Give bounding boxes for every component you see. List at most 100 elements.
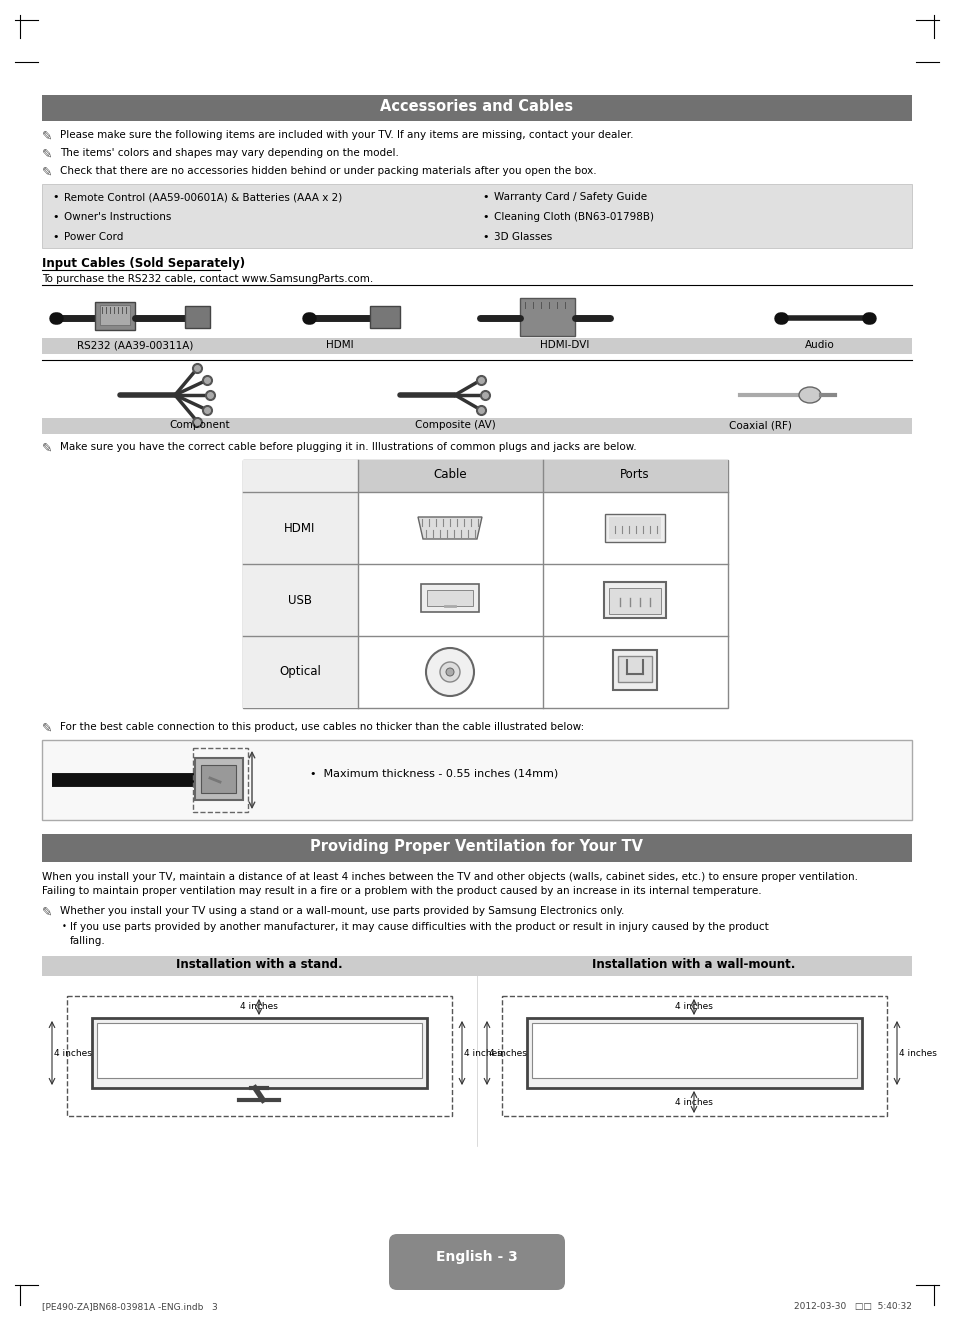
- Text: Owner's Instructions: Owner's Instructions: [64, 211, 172, 222]
- Text: Cable: Cable: [433, 468, 466, 481]
- Bar: [243, 460, 727, 708]
- Bar: [243, 564, 357, 635]
- Bar: [501, 996, 886, 1116]
- Text: 4 inches: 4 inches: [463, 1049, 501, 1058]
- Bar: [193, 748, 248, 812]
- Text: Remote Control (AA59-00601A) & Batteries (AAA x 2): Remote Control (AA59-00601A) & Batteries…: [64, 192, 342, 202]
- Bar: [100, 305, 130, 325]
- Text: RS232 (AA39-00311A): RS232 (AA39-00311A): [77, 339, 193, 350]
- Text: 4 inches: 4 inches: [675, 1003, 712, 1011]
- Polygon shape: [417, 517, 481, 539]
- Text: English - 3: English - 3: [436, 1250, 517, 1264]
- Text: •: •: [481, 211, 488, 222]
- Text: Providing Proper Ventilation for Your TV: Providing Proper Ventilation for Your TV: [310, 839, 643, 853]
- Bar: [42, 95, 911, 122]
- Text: Installation with a wall-mount.: Installation with a wall-mount.: [592, 958, 795, 971]
- Text: 3D Glasses: 3D Glasses: [494, 232, 552, 242]
- Bar: [618, 657, 651, 682]
- Text: Ports: Ports: [619, 468, 649, 481]
- Bar: [42, 184, 911, 248]
- Ellipse shape: [799, 387, 821, 403]
- Bar: [201, 765, 235, 793]
- Text: ✎: ✎: [42, 723, 52, 734]
- Bar: [97, 1022, 421, 1078]
- Text: •: •: [52, 232, 58, 242]
- Text: To purchase the RS232 cable, contact www.SamsungParts.com.: To purchase the RS232 cable, contact www…: [42, 273, 373, 284]
- Text: HDMI: HDMI: [284, 522, 315, 535]
- Bar: [476, 956, 911, 976]
- Bar: [604, 514, 664, 542]
- Bar: [613, 650, 657, 690]
- Bar: [357, 460, 542, 491]
- Bar: [185, 306, 210, 328]
- Bar: [542, 460, 727, 491]
- Text: •: •: [52, 192, 58, 202]
- Text: Input Cables (Sold Separately): Input Cables (Sold Separately): [42, 258, 245, 269]
- Text: •: •: [481, 192, 488, 202]
- Text: Coaxial (RF): Coaxial (RF): [728, 420, 791, 431]
- Text: Check that there are no accessories hidden behind or under packing materials aft: Check that there are no accessories hidd…: [60, 166, 596, 176]
- Bar: [526, 1018, 862, 1089]
- Text: falling.: falling.: [70, 937, 106, 946]
- Text: •: •: [62, 922, 67, 931]
- Text: 4 inches: 4 inches: [898, 1049, 936, 1058]
- Text: ✎: ✎: [42, 443, 52, 454]
- Bar: [532, 1022, 856, 1078]
- Text: Please make sure the following items are included with your TV. If any items are: Please make sure the following items are…: [60, 129, 633, 140]
- Text: For the best cable connection to this product, use cables no thicker than the ca: For the best cable connection to this pr…: [60, 723, 583, 732]
- Text: Power Cord: Power Cord: [64, 232, 123, 242]
- Bar: [194, 758, 243, 801]
- Text: USB: USB: [288, 593, 312, 606]
- Text: Cleaning Cloth (BN63-01798B): Cleaning Cloth (BN63-01798B): [494, 211, 654, 222]
- Text: •: •: [481, 232, 488, 242]
- Text: Optical: Optical: [279, 666, 320, 679]
- Bar: [420, 584, 478, 612]
- Text: 4 inches: 4 inches: [54, 1049, 91, 1058]
- Text: When you install your TV, maintain a distance of at least 4 inches between the T: When you install your TV, maintain a dis…: [42, 872, 857, 882]
- Text: Make sure you have the correct cable before plugging it in. Illustrations of com: Make sure you have the correct cable bef…: [60, 443, 636, 452]
- Text: ✎: ✎: [42, 129, 52, 143]
- Bar: [603, 583, 665, 618]
- Bar: [95, 303, 135, 330]
- Text: HDMI: HDMI: [326, 339, 354, 350]
- Text: 4 inches: 4 inches: [675, 1098, 712, 1107]
- FancyBboxPatch shape: [389, 1234, 564, 1291]
- Bar: [608, 588, 660, 614]
- Circle shape: [446, 668, 454, 676]
- Text: 2012-03-30   □□  5:40:32: 2012-03-30 □□ 5:40:32: [793, 1303, 911, 1310]
- Circle shape: [426, 649, 474, 696]
- Bar: [370, 306, 399, 328]
- Bar: [91, 1018, 427, 1089]
- Bar: [427, 590, 473, 606]
- Text: ✎: ✎: [42, 148, 52, 161]
- Circle shape: [439, 662, 459, 682]
- Text: Audio: Audio: [804, 339, 834, 350]
- Bar: [519, 299, 575, 336]
- Text: •  Maximum thickness - 0.55 inches (14mm): • Maximum thickness - 0.55 inches (14mm): [310, 768, 558, 778]
- Text: 4 inches: 4 inches: [240, 1003, 277, 1011]
- Bar: [243, 491, 357, 564]
- Bar: [42, 834, 911, 863]
- Text: Component: Component: [170, 420, 230, 431]
- Text: ✎: ✎: [42, 166, 52, 180]
- Bar: [243, 460, 357, 491]
- Bar: [67, 996, 452, 1116]
- Bar: [42, 956, 477, 976]
- Text: ✎: ✎: [42, 906, 52, 919]
- Text: Composite (AV): Composite (AV): [415, 420, 495, 431]
- Text: If you use parts provided by another manufacturer, it may cause difficulties wit: If you use parts provided by another man…: [70, 922, 768, 933]
- Text: HDMI-DVI: HDMI-DVI: [539, 339, 589, 350]
- Bar: [42, 740, 911, 820]
- Text: 4 inches: 4 inches: [489, 1049, 526, 1058]
- Text: •: •: [52, 211, 58, 222]
- Bar: [42, 417, 911, 435]
- Text: Accessories and Cables: Accessories and Cables: [380, 99, 573, 114]
- Bar: [42, 338, 911, 354]
- Text: Warranty Card / Safety Guide: Warranty Card / Safety Guide: [494, 192, 646, 202]
- Text: The items' colors and shapes may vary depending on the model.: The items' colors and shapes may vary de…: [60, 148, 398, 159]
- Text: [PE490-ZA]BN68-03981A -ENG.indb   3: [PE490-ZA]BN68-03981A -ENG.indb 3: [42, 1303, 217, 1310]
- Bar: [608, 517, 660, 539]
- Text: Failing to maintain proper ventilation may result in a fire or a problem with th: Failing to maintain proper ventilation m…: [42, 886, 760, 896]
- Text: Installation with a stand.: Installation with a stand.: [175, 958, 342, 971]
- Text: Whether you install your TV using a stand or a wall-mount, use parts provided by: Whether you install your TV using a stan…: [60, 906, 623, 915]
